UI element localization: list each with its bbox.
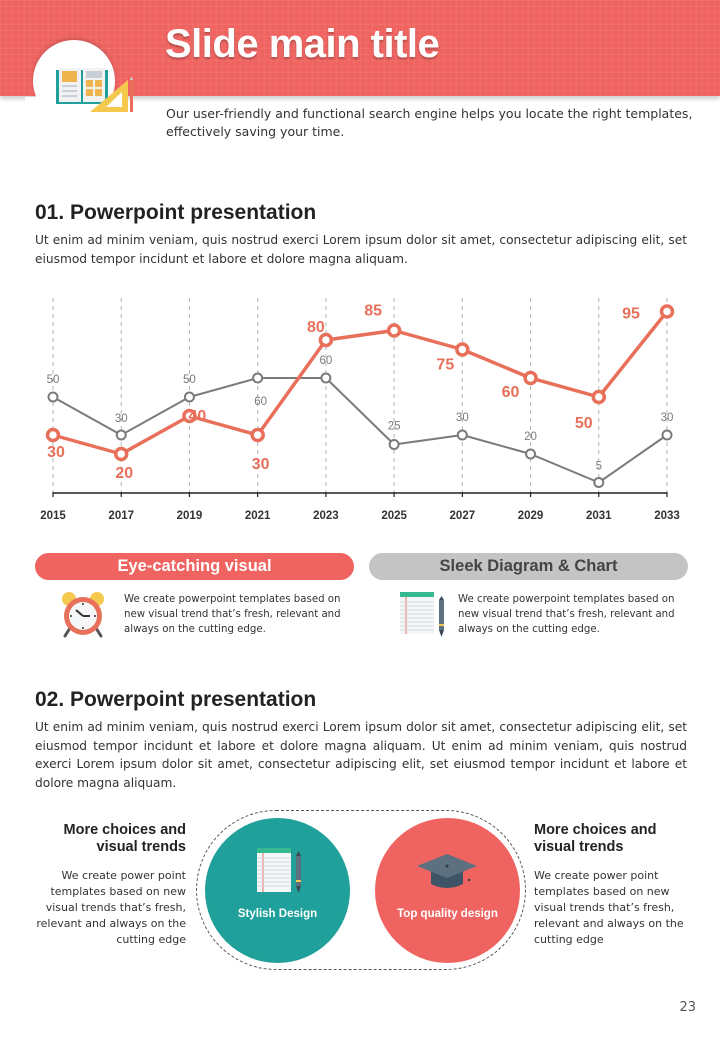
data-point-orange (318, 332, 334, 348)
header-band (0, 0, 720, 96)
data-label-orange: 20 (115, 465, 133, 482)
data-label-grey: 60 (254, 396, 267, 408)
x-tick-label: 2019 (177, 510, 203, 522)
data-point-grey (593, 477, 605, 488)
section1-title: 01. Powerpoint presentation (35, 201, 317, 224)
data-point-grey (47, 391, 59, 403)
notepad-pen-icon (257, 848, 301, 893)
sleek-diagram-pill: Sleek Diagram & Chart (369, 553, 688, 580)
data-label-grey: 5 (596, 461, 602, 473)
data-point-orange (386, 323, 402, 338)
slide-main-title: Slide main title (165, 22, 440, 66)
data-label-grey: 20 (524, 431, 537, 443)
data-point-grey (115, 429, 127, 441)
right-highlight-title: More choices and visual trends (534, 822, 657, 855)
stylish-design-circle: Stylish Design (205, 818, 350, 963)
left-highlight-title: More choices and visual trends (63, 822, 186, 855)
feature-1-text: We create powerpoint templates based on … (124, 594, 341, 635)
data-label-orange: 50 (575, 415, 593, 432)
data-labels: 50 30 50 60 60 25 30 20 5 30 30 20 40 30 80 85 75 60 50 95 (47, 303, 674, 483)
data-point-orange (591, 389, 607, 405)
data-label-grey: 25 (388, 421, 401, 433)
data-label-grey: 30 (456, 412, 469, 424)
data-point-orange (523, 370, 538, 386)
data-label-orange: 40 (189, 408, 207, 425)
data-point-orange (455, 342, 470, 357)
feature-2-text: We create powerpoint templates based on … (458, 594, 675, 635)
data-point-orange (113, 446, 129, 462)
right-highlight-text: We create power point templates based on… (534, 869, 684, 946)
data-label-orange: 60 (502, 384, 520, 401)
top-quality-design-label: Top quality design (397, 908, 498, 920)
chart-gridlines (52, 298, 668, 492)
line-chart: 2015 2017 2019 2021 2023 2025 2027 2029 2031 2033… (40, 298, 680, 522)
dashed-outline (196, 810, 526, 970)
series-grey (47, 372, 673, 488)
data-point-orange (250, 427, 265, 443)
data-label-grey: 50 (183, 374, 196, 386)
x-tick-label: 2029 (518, 510, 544, 522)
x-tick-label: 2031 (586, 510, 612, 522)
data-label-grey: 60 (319, 355, 332, 367)
data-label-orange: 95 (622, 306, 640, 323)
data-label-orange: 85 (364, 303, 382, 320)
series-line-grey (52, 377, 668, 484)
data-point-grey (661, 429, 673, 441)
x-tick-label: 2025 (381, 510, 407, 522)
data-point-grey (183, 391, 195, 403)
x-tick-label: 2033 (654, 510, 680, 522)
data-point-grey (252, 372, 264, 384)
page-number: 23 (679, 1000, 696, 1015)
data-label-grey: 30 (661, 412, 674, 424)
slide-subtitle: Our user-friendly and functional search … (166, 106, 693, 139)
data-label-orange: 80 (307, 319, 325, 336)
data-point-orange (182, 408, 197, 424)
x-tick-label: 2021 (245, 510, 271, 522)
data-point-grey (388, 439, 400, 450)
book-ruler-icon (56, 68, 133, 112)
section2-title: 02. Powerpoint presentation (35, 688, 317, 711)
data-point-orange (659, 304, 675, 319)
alarm-clock-icon (62, 592, 104, 638)
top-quality-design-circle: Top quality design (375, 818, 520, 963)
series-line-orange (52, 310, 669, 456)
eye-catching-visual-pill: Eye-catching visual (35, 553, 354, 580)
left-highlight-text: We create power point templates based on… (36, 869, 186, 946)
notepad-pen-icon (400, 592, 444, 637)
x-tick-label: 2023 (313, 510, 339, 522)
data-label-orange: 30 (252, 456, 270, 473)
data-label-orange: 30 (47, 444, 65, 461)
data-point-grey (456, 429, 468, 441)
data-label-grey: 30 (115, 413, 128, 425)
section2-text: Ut enim ad minim veniam, quis nostrud ex… (35, 720, 687, 790)
graduation-cap-icon (417, 854, 477, 888)
x-axis-ticks: 2015 2017 2019 2021 2023 2025 2027 2029 2031 2033 (40, 492, 680, 522)
data-point-grey (320, 372, 332, 384)
data-point-orange (45, 427, 61, 443)
data-label-grey: 50 (47, 374, 60, 386)
x-tick-label: 2015 (40, 510, 66, 522)
section1-text: Ut enim ad minim veniam, quis nostrud ex… (35, 233, 687, 266)
data-point-grey (525, 448, 537, 460)
x-tick-label: 2017 (108, 510, 134, 522)
x-tick-label: 2027 (450, 510, 476, 522)
series-orange (45, 304, 675, 462)
data-label-orange: 75 (436, 357, 454, 374)
stylish-design-label: Stylish Design (237, 908, 318, 920)
